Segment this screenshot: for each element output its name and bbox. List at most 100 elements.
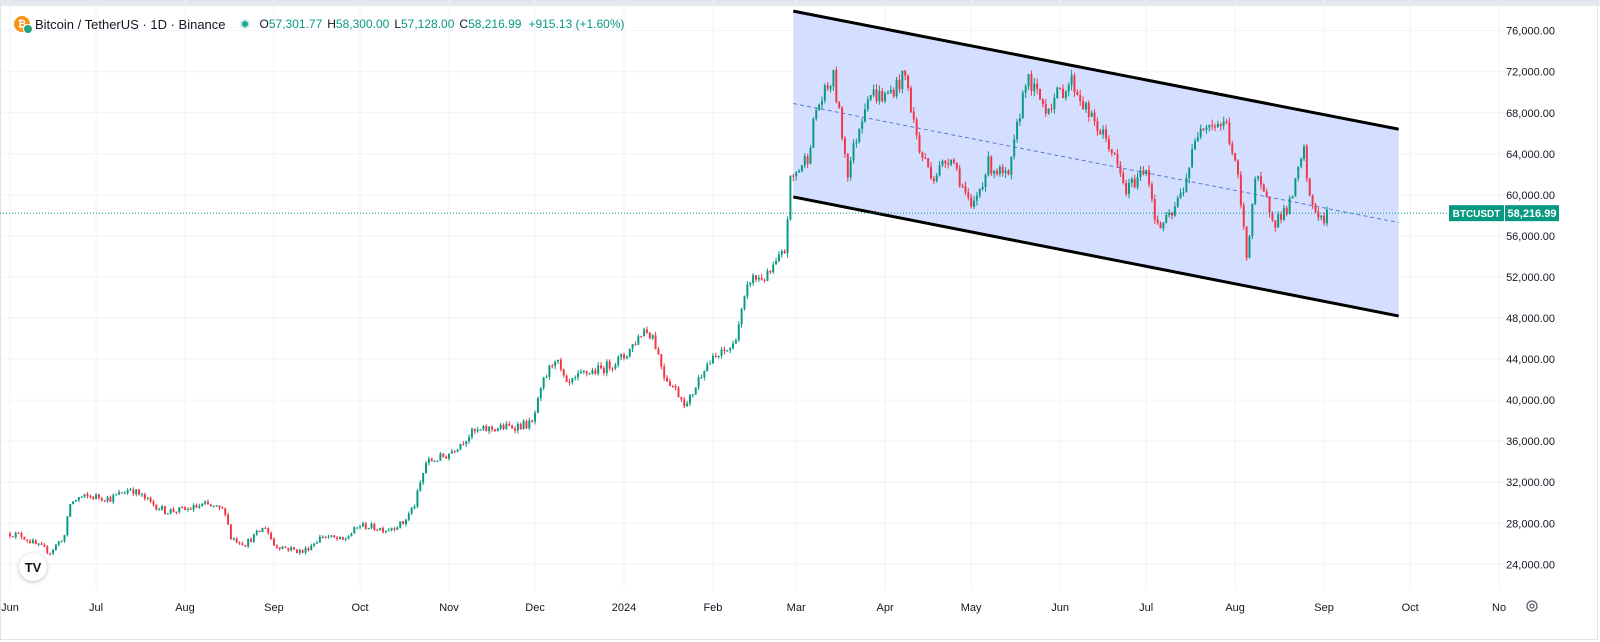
- candle-body: [1317, 211, 1320, 218]
- candle-body: [502, 424, 505, 430]
- candle-body: [1211, 124, 1214, 127]
- candle-body: [1288, 198, 1291, 215]
- candle: [430, 457, 433, 462]
- candle-body: [52, 549, 55, 554]
- symbol-tag: [1449, 205, 1504, 222]
- candle-body: [511, 425, 514, 429]
- candle-body: [402, 521, 405, 525]
- candle: [1087, 100, 1090, 122]
- candle-body: [620, 354, 623, 357]
- candle: [1159, 221, 1162, 229]
- candle-body: [218, 505, 221, 508]
- candle-body: [1116, 154, 1119, 165]
- candle-body: [221, 507, 224, 509]
- candle: [77, 496, 80, 503]
- candle-body: [470, 428, 473, 438]
- candle: [772, 261, 775, 274]
- gear-icon[interactable]: [1524, 598, 1540, 614]
- candle: [1150, 181, 1153, 203]
- candle-body: [743, 296, 746, 309]
- candle-body: [209, 504, 212, 507]
- candle-body: [1142, 170, 1145, 174]
- candle-body: [252, 534, 255, 542]
- candle-body: [353, 527, 356, 534]
- candle-body: [866, 99, 869, 110]
- candle: [1274, 220, 1277, 232]
- candle: [944, 159, 947, 169]
- candle-body: [232, 538, 235, 540]
- candle-body: [878, 91, 881, 102]
- candle: [574, 375, 577, 381]
- candle: [683, 396, 686, 409]
- candle: [1059, 87, 1062, 91]
- candle-body: [241, 543, 244, 546]
- candle-body: [777, 254, 780, 261]
- tradingview-logo-icon[interactable]: TV: [19, 553, 47, 581]
- candle: [476, 426, 479, 433]
- candle: [766, 268, 769, 282]
- candle: [281, 545, 284, 550]
- candle-body: [1311, 195, 1314, 205]
- candle: [436, 460, 439, 463]
- candle: [568, 379, 571, 386]
- candle-body: [519, 424, 522, 430]
- candle: [63, 534, 66, 543]
- candle: [1282, 204, 1285, 222]
- low-value: L57,128.00: [394, 17, 454, 31]
- candle: [284, 545, 287, 548]
- candle-body: [86, 494, 89, 497]
- candle-body: [247, 539, 250, 547]
- candle-body: [89, 496, 92, 498]
- candle: [557, 359, 559, 365]
- candlestick-series: [9, 66, 1328, 556]
- candle: [350, 532, 353, 537]
- price-tick-label: 24,000.00: [1506, 559, 1555, 571]
- candle-body: [476, 429, 479, 432]
- candle-body: [1070, 75, 1073, 85]
- candle: [1185, 173, 1188, 193]
- candle-body: [775, 260, 778, 265]
- candle-body: [261, 527, 264, 533]
- candle-body: [491, 426, 494, 430]
- candle-body: [103, 500, 106, 502]
- candle: [795, 171, 798, 181]
- candle-body: [66, 516, 69, 536]
- candle-body: [643, 329, 646, 337]
- candle: [1073, 72, 1076, 97]
- candle: [425, 461, 428, 475]
- price-tick-label: 68,000.00: [1506, 108, 1555, 120]
- candle-body: [577, 373, 580, 378]
- candle-body: [1254, 178, 1257, 204]
- candle: [513, 426, 516, 434]
- candle: [1168, 209, 1171, 218]
- symbol-title[interactable]: Bitcoin / TetherUS · 1D · Binance: [35, 16, 226, 32]
- candle: [843, 135, 846, 158]
- candle-body: [163, 506, 166, 514]
- candle: [393, 527, 396, 532]
- candle: [1076, 89, 1079, 96]
- candle: [938, 160, 941, 177]
- candle: [984, 173, 987, 192]
- candle: [347, 535, 350, 540]
- candle: [49, 552, 52, 556]
- candle: [404, 518, 407, 527]
- candle-body: [416, 490, 419, 507]
- candle-body: [864, 109, 866, 122]
- candle: [625, 355, 628, 360]
- candle-body: [686, 403, 689, 407]
- candle-body: [1018, 118, 1021, 122]
- candle-body: [798, 170, 801, 173]
- candle: [691, 393, 694, 398]
- candle-body: [657, 348, 660, 355]
- candle-body: [783, 250, 786, 254]
- candle: [654, 331, 657, 350]
- candle-body: [350, 533, 353, 537]
- candle-body: [1179, 192, 1182, 198]
- close-label: C: [459, 17, 469, 31]
- candle-body: [115, 494, 118, 496]
- candle: [189, 506, 192, 510]
- candle-body: [996, 170, 998, 175]
- candle-body: [534, 412, 537, 422]
- candle-body: [123, 493, 126, 495]
